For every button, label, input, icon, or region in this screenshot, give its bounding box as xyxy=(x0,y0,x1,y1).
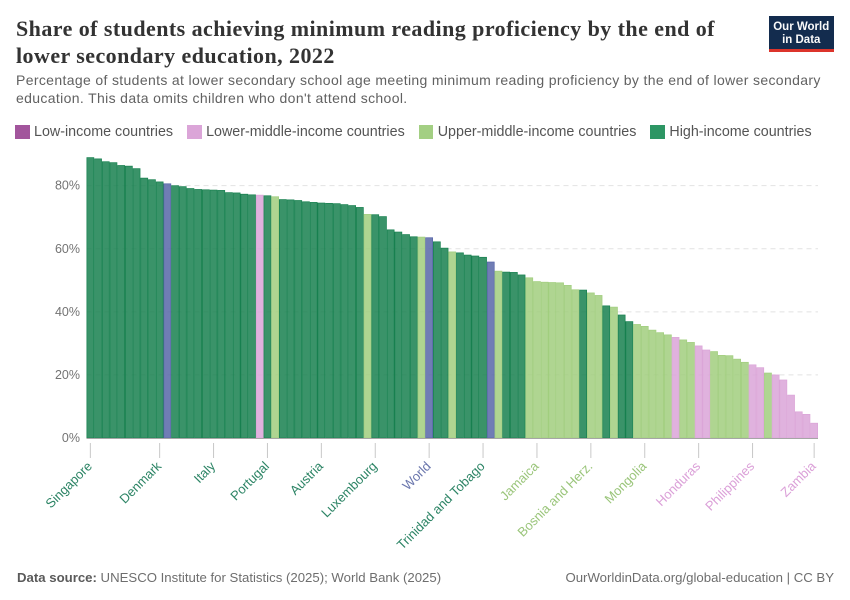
svg-text:Denmark: Denmark xyxy=(116,458,164,506)
svg-text:20%: 20% xyxy=(55,368,80,382)
svg-text:Jamaica: Jamaica xyxy=(497,458,542,503)
svg-text:Austria: Austria xyxy=(287,458,327,498)
svg-text:Philippines: Philippines xyxy=(702,458,757,513)
svg-text:80%: 80% xyxy=(55,179,80,193)
svg-text:Portugal: Portugal xyxy=(227,458,272,503)
svg-text:World: World xyxy=(399,459,433,493)
svg-text:40%: 40% xyxy=(55,305,80,319)
svg-text:Singapore: Singapore xyxy=(42,459,95,512)
svg-text:Luxembourg: Luxembourg xyxy=(318,459,380,521)
svg-text:Italy: Italy xyxy=(191,458,219,486)
svg-text:60%: 60% xyxy=(55,242,80,256)
svg-text:Mongolia: Mongolia xyxy=(601,458,649,506)
svg-text:0%: 0% xyxy=(62,431,80,445)
svg-text:Zambia: Zambia xyxy=(778,458,820,500)
svg-text:Honduras: Honduras xyxy=(653,458,704,509)
